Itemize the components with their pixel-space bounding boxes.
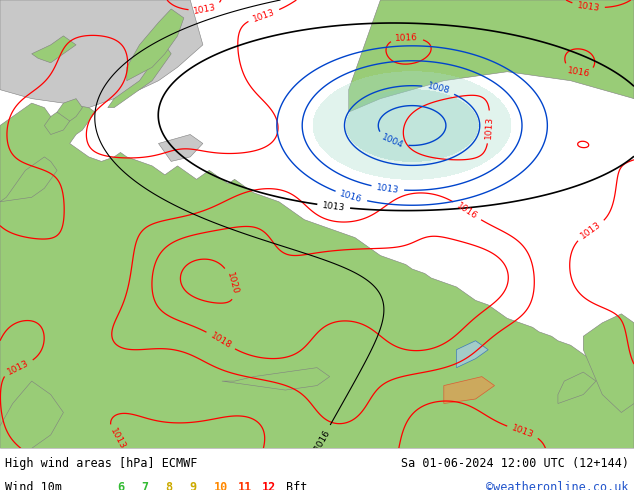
Text: 10: 10 xyxy=(214,481,228,490)
Text: 7: 7 xyxy=(141,481,148,490)
Text: 1013: 1013 xyxy=(510,423,535,440)
Polygon shape xyxy=(44,112,70,135)
Text: 1016: 1016 xyxy=(313,427,332,452)
Polygon shape xyxy=(0,103,634,448)
Text: 6: 6 xyxy=(117,481,124,490)
Text: 1008: 1008 xyxy=(426,82,451,96)
Text: 1013: 1013 xyxy=(6,358,30,377)
Text: High wind areas [hPa] ECMWF: High wind areas [hPa] ECMWF xyxy=(5,457,197,470)
Polygon shape xyxy=(0,381,63,448)
Text: 1020: 1020 xyxy=(225,271,240,295)
Text: 1016: 1016 xyxy=(566,67,590,79)
Polygon shape xyxy=(444,377,495,404)
Polygon shape xyxy=(583,314,634,413)
Polygon shape xyxy=(158,135,203,161)
Polygon shape xyxy=(558,372,596,404)
Text: 1013: 1013 xyxy=(576,1,600,13)
Text: 1016: 1016 xyxy=(339,189,363,204)
Text: 9: 9 xyxy=(190,481,197,490)
Polygon shape xyxy=(0,157,57,202)
Text: 1013: 1013 xyxy=(579,220,603,241)
Polygon shape xyxy=(32,36,76,63)
Polygon shape xyxy=(456,341,488,368)
Text: 12: 12 xyxy=(262,481,276,490)
Polygon shape xyxy=(222,368,330,390)
Polygon shape xyxy=(57,98,82,125)
Text: ©weatheronline.co.uk: ©weatheronline.co.uk xyxy=(486,481,629,490)
Text: Wind 10m: Wind 10m xyxy=(5,481,62,490)
Text: Bft: Bft xyxy=(286,481,307,490)
Text: 1013: 1013 xyxy=(376,183,399,195)
Text: Sa 01-06-2024 12:00 UTC (12+144): Sa 01-06-2024 12:00 UTC (12+144) xyxy=(401,457,629,470)
Text: 1018: 1018 xyxy=(209,331,233,350)
Text: 1013: 1013 xyxy=(484,115,495,139)
Text: 1004: 1004 xyxy=(380,133,404,150)
Polygon shape xyxy=(349,0,634,112)
Polygon shape xyxy=(0,0,203,108)
Text: 8: 8 xyxy=(165,481,172,490)
Polygon shape xyxy=(108,45,171,108)
Text: 1016: 1016 xyxy=(455,201,479,221)
Polygon shape xyxy=(127,9,184,81)
Text: 1013: 1013 xyxy=(193,3,217,16)
Text: 1013: 1013 xyxy=(252,7,276,24)
Text: 11: 11 xyxy=(238,481,252,490)
Text: 1016: 1016 xyxy=(395,33,418,43)
Text: 1013: 1013 xyxy=(321,200,346,212)
Text: 1013: 1013 xyxy=(108,427,127,452)
